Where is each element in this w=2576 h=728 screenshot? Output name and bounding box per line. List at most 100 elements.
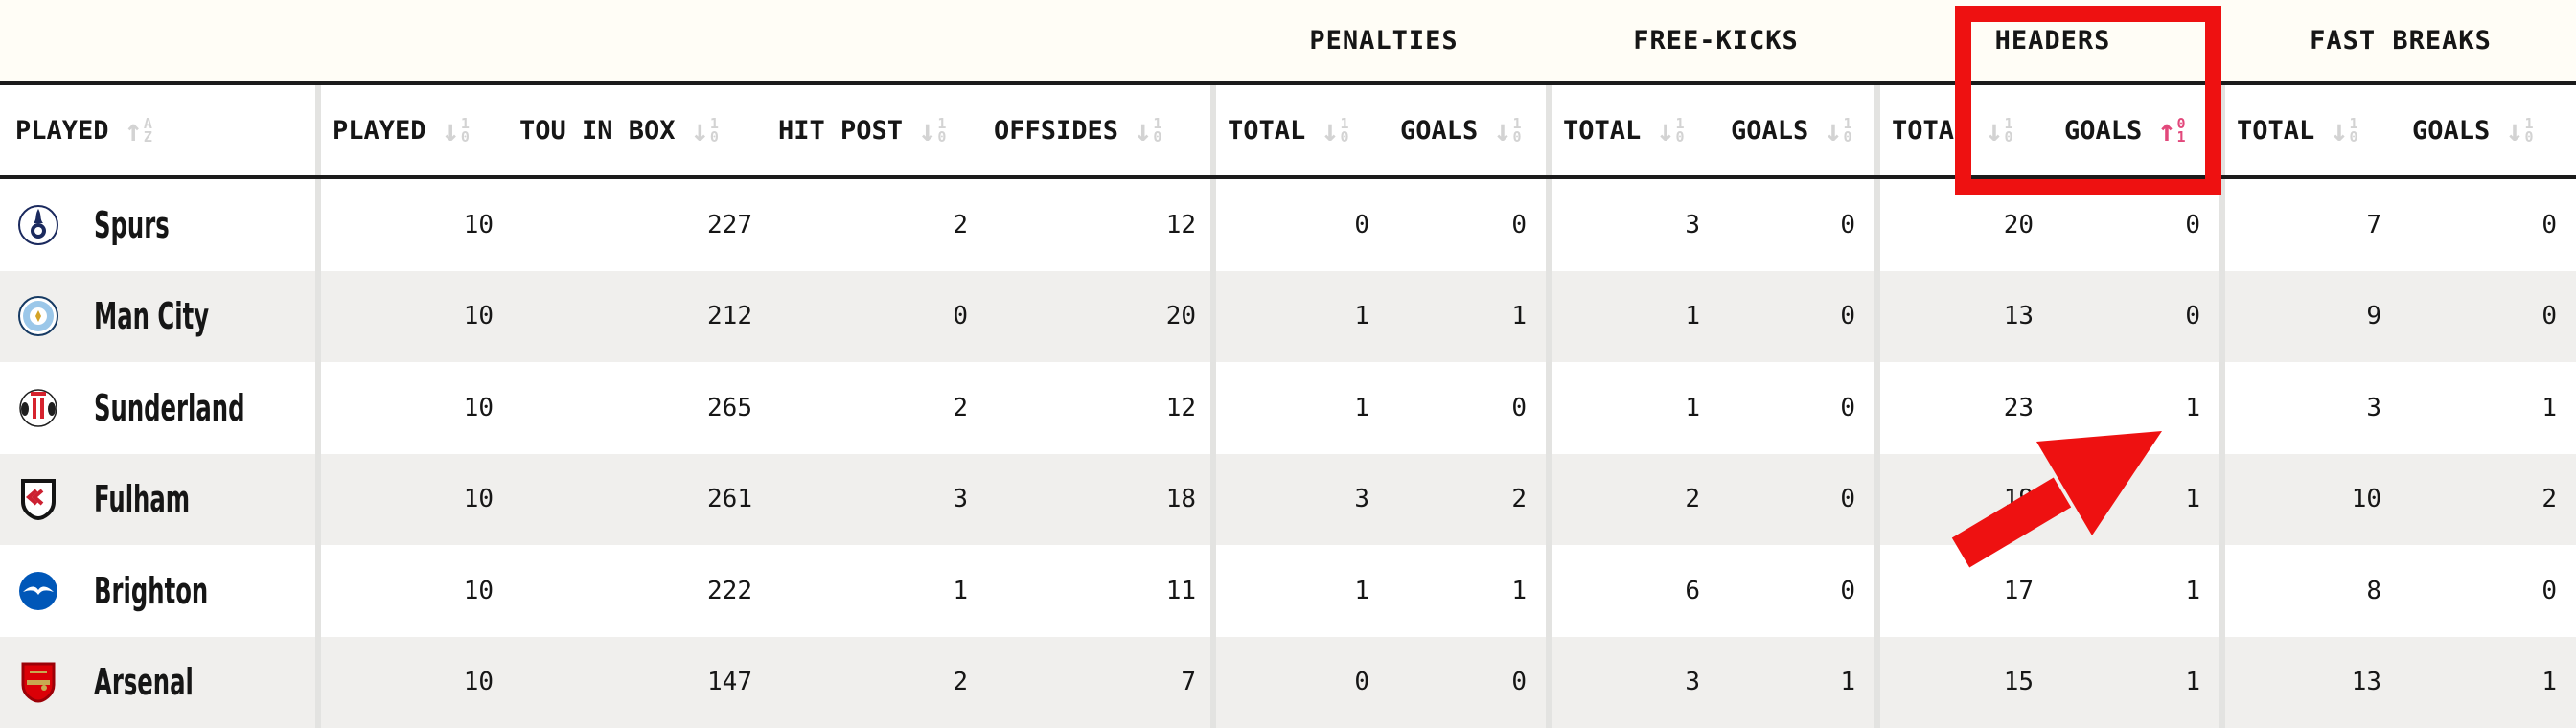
sort-arrow-glyph: ↑ [125, 115, 143, 146]
cell-hd-goals: 0 [2053, 271, 2225, 363]
team-name: Arsenal [94, 661, 194, 703]
cell-fk-total: 1 [1552, 362, 1719, 454]
cell-fk-goals: 1 [1719, 637, 1880, 728]
cell-fb-total: 13 [2225, 637, 2401, 728]
team-name: Brighton [94, 570, 208, 612]
cell-hd-total: 17 [1880, 545, 2053, 637]
cell-pen-total: 0 [1216, 637, 1389, 728]
sort-digit-bottom: 0 [1513, 130, 1522, 144]
cell-hit-post: 2 [767, 362, 982, 454]
cell-tou-in-box: 147 [508, 637, 767, 728]
cell-fk-goals: 0 [1719, 454, 1880, 546]
cell-pen-goals: 1 [1389, 545, 1552, 637]
sort-digit-bottom: 0 [1844, 130, 1852, 144]
cell-played: 10 [321, 637, 508, 728]
team-name: Man City [94, 295, 209, 337]
sort-digit-bottom: 0 [1341, 130, 1349, 144]
fulham-crest-icon [17, 477, 59, 521]
team-name: Fulham [94, 478, 190, 520]
cell-hit-post: 0 [767, 271, 982, 363]
mancity-crest-icon [17, 294, 59, 338]
sunderland-crest-icon [17, 386, 59, 430]
cell-fk-goals: 0 [1719, 271, 1880, 363]
cell-pen-goals: 1 [1389, 271, 1552, 363]
cell-pen-total: 1 [1216, 362, 1389, 454]
sort-digit-bottom: 0 [461, 130, 470, 144]
cell-tou-in-box: 222 [508, 545, 767, 637]
team-name: Sunderland [94, 387, 245, 429]
cell-tou-in-box: 265 [508, 362, 767, 454]
team-cell-brighton[interactable]: Brighton [0, 545, 321, 637]
team-cell-sunderland[interactable]: Sunderland [0, 362, 321, 454]
group-header-free-kicks: FREE-KICKS [1552, 26, 1880, 56]
cell-fb-total: 9 [2225, 271, 2401, 363]
cell-hd-total: 13 [1880, 271, 2053, 363]
team-cell-spurs[interactable]: Spurs [0, 179, 321, 271]
cell-fk-total: 3 [1552, 179, 1719, 271]
cell-fb-total: 10 [2225, 454, 2401, 546]
sort-digit-bottom: 0 [710, 130, 719, 144]
arsenal-crest-icon [17, 660, 59, 704]
column-header-label: PLAYED [333, 116, 426, 146]
cell-pen-goals: 0 [1389, 179, 1552, 271]
cell-pen-total: 0 [1216, 179, 1389, 271]
cell-hd-goals: 1 [2053, 545, 2225, 637]
column-header-label: TOTAL [2237, 116, 2314, 146]
team-cell-mancity[interactable]: Man City [0, 271, 321, 363]
column-header-label: GOALS [2412, 116, 2490, 146]
cell-pen-goals: 2 [1389, 454, 1552, 546]
cell-fb-goals: 2 [2401, 454, 2576, 546]
sort-arrow-glyph: ↓ [2330, 115, 2348, 146]
sort-digit-bottom: Z [144, 130, 152, 144]
cell-played: 10 [321, 545, 508, 637]
group-header-fast-breaks: FAST BREAKS [2225, 26, 2576, 56]
column-header-label: TOTAL [1563, 116, 1641, 146]
cell-fk-goals: 0 [1719, 362, 1880, 454]
cell-fb-total: 3 [2225, 362, 2401, 454]
cell-offsides: 20 [982, 271, 1216, 363]
cell-pen-total: 1 [1216, 271, 1389, 363]
column-header-label: GOALS [1731, 116, 1808, 146]
cell-fk-total: 2 [1552, 454, 1719, 546]
sort-arrow-glyph: ↓ [1824, 115, 1842, 146]
sort-arrow-glyph: ↓ [2505, 115, 2523, 146]
team-cell-arsenal[interactable]: Arsenal [0, 637, 321, 728]
highlight-box-annotation [1955, 6, 2221, 195]
cell-tou-in-box: 227 [508, 179, 767, 271]
cell-hit-post: 1 [767, 545, 982, 637]
team-cell-fulham[interactable]: Fulham [0, 454, 321, 546]
sort-digit-bottom: 0 [2350, 130, 2358, 144]
cell-pen-total: 3 [1216, 454, 1389, 546]
sort-digit-bottom: 0 [937, 130, 946, 144]
cell-fk-total: 6 [1552, 545, 1719, 637]
cell-fb-goals: 0 [2401, 179, 2576, 271]
